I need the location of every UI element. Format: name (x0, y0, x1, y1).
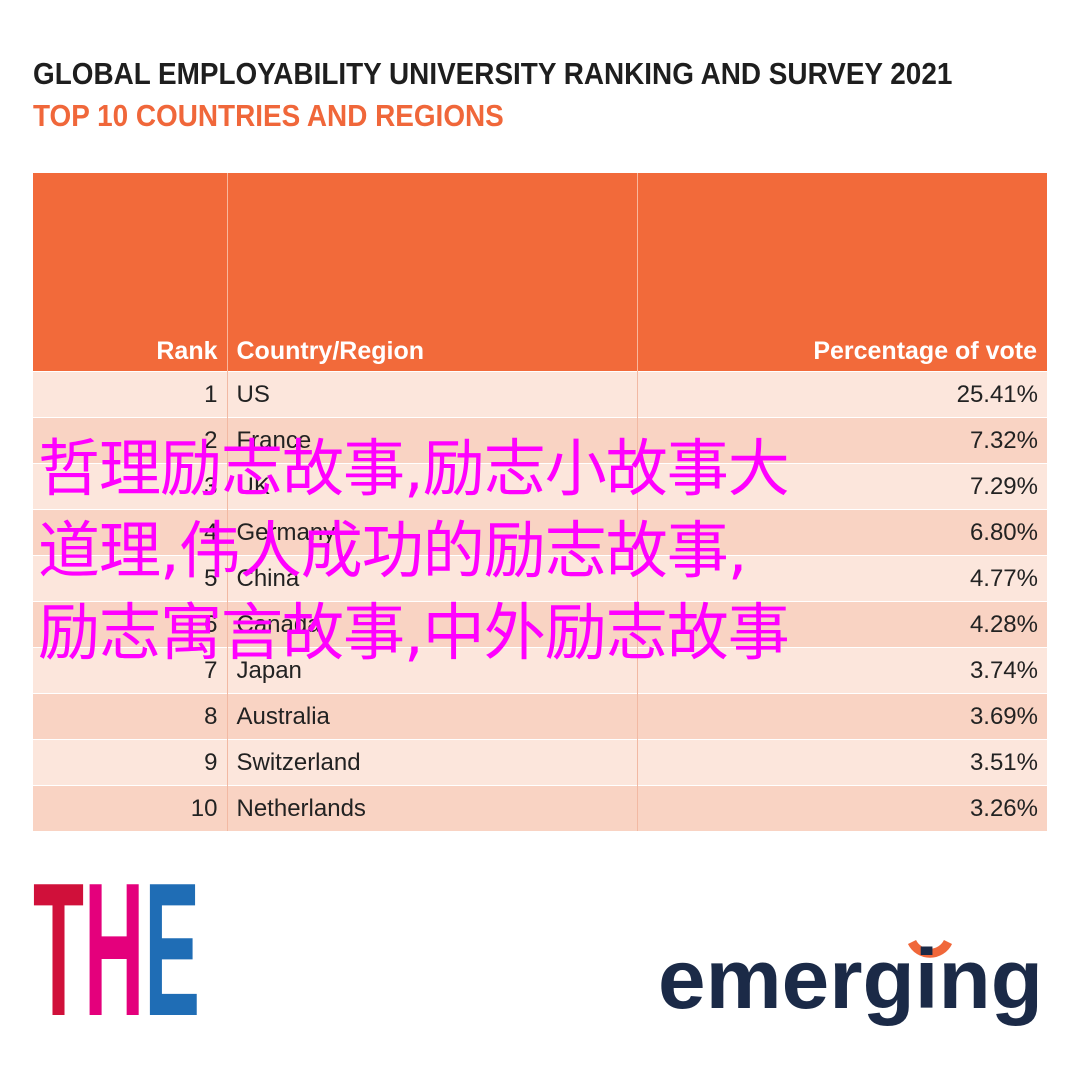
table-row: 10 Netherlands 3.26% (33, 785, 1047, 831)
table-cell: Germany (227, 509, 638, 556)
table-cell: 3 (33, 463, 228, 510)
overlay-line: 道理,伟人成功的励志故事, (38, 514, 747, 587)
table-row: 7 Japan 3.74% (33, 647, 1047, 694)
table-cell: 5 (33, 555, 228, 602)
table-cell: Switzerland (227, 739, 638, 786)
table-cell: 7.29% (637, 463, 1047, 510)
table-cell: Netherlands (227, 785, 638, 831)
overlay-line: 励志寓言故事,中外励志故事 (38, 596, 790, 669)
emerging-logo: emerging (658, 932, 1043, 1026)
table-cell: 1 (33, 371, 228, 418)
table-cell: Australia (227, 693, 638, 740)
column-header: Country/Region (227, 173, 638, 372)
table-row: 2 France 7.32% (33, 417, 1047, 464)
table-cell: 3.69% (637, 693, 1047, 740)
overlay-text: 哲理励志故事,励志小故事大 道理,伟人成功的励志故事, 励志寓言故事,中外励志故事 (38, 428, 790, 674)
table-row: 1 US 25.41% (33, 371, 1047, 418)
table-cell: 3.74% (637, 647, 1047, 694)
header-row: Rank Country/Region Percentage of vote (33, 173, 1047, 372)
table-cell: 3.51% (637, 739, 1047, 786)
table-cell: 25.41% (637, 371, 1047, 418)
table-cell: 9 (33, 739, 228, 786)
column-header: Percentage of vote (637, 173, 1047, 372)
table-cell: 2 (33, 417, 228, 464)
emerging-arc (907, 939, 953, 958)
column-header: Rank (33, 173, 228, 372)
table-row: 3 UK 7.29% (33, 463, 1047, 510)
subtitle: TOP 10 COUNTRIES AND REGIONS (33, 98, 504, 133)
table-row: 6 Canada 4.28% (33, 601, 1047, 648)
table-cell: 4.77% (637, 555, 1047, 602)
table-cell: US (227, 371, 638, 418)
table-cell: 4.28% (637, 601, 1047, 648)
title: GLOBAL EMPLOYABILITY UNIVERSITY RANKING … (33, 56, 953, 91)
table-cell: Canada (227, 601, 638, 648)
table-row: 8 Australia 3.69% (33, 693, 1047, 740)
table-cell: 3.26% (637, 785, 1047, 831)
logos: THE emerging (33, 860, 1043, 1056)
table-row: 9 Switzerland 3.51% (33, 739, 1047, 786)
table-cell: 4 (33, 509, 228, 556)
table-cell: 6.80% (637, 509, 1047, 556)
table-cell: 7 (33, 647, 228, 694)
table-row: 5 China 4.77% (33, 555, 1047, 602)
ranking-table: Rank Country/Region Percentage of vote 1 US… (33, 173, 1047, 831)
table-cell: 10 (33, 785, 228, 831)
table-row: 4 Germany 6.80% (33, 509, 1047, 556)
table-cell: China (227, 555, 638, 602)
table-cell: 7.32% (637, 417, 1047, 464)
the-logo: THE (33, 860, 200, 1056)
table-cell: UK (227, 463, 638, 510)
overlay-line: 哲理励志故事,励志小故事大 (38, 432, 790, 505)
table-cell: 6 (33, 601, 228, 648)
table-body: 1 US 25.41% 2 France 7.32% 3 UK 7.29% 4 Germany 6.8… (33, 371, 1047, 831)
table-cell: Japan (227, 647, 638, 694)
table-cell: France (227, 417, 638, 464)
table-cell: 8 (33, 693, 228, 740)
